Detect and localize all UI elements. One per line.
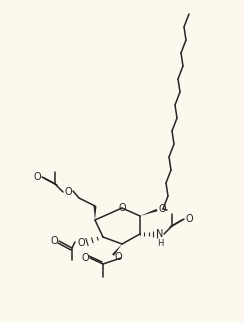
Text: O: O	[185, 214, 193, 224]
Text: O: O	[81, 253, 89, 263]
Polygon shape	[112, 244, 122, 256]
Text: O: O	[33, 172, 41, 182]
Polygon shape	[140, 209, 157, 216]
Text: O: O	[158, 204, 166, 214]
Text: O: O	[50, 236, 58, 246]
Text: N: N	[156, 229, 164, 239]
Text: O: O	[118, 203, 126, 213]
Text: H: H	[157, 239, 163, 248]
Text: O: O	[77, 238, 85, 248]
Polygon shape	[93, 206, 96, 220]
Text: O: O	[114, 252, 122, 262]
Text: O: O	[64, 187, 72, 197]
